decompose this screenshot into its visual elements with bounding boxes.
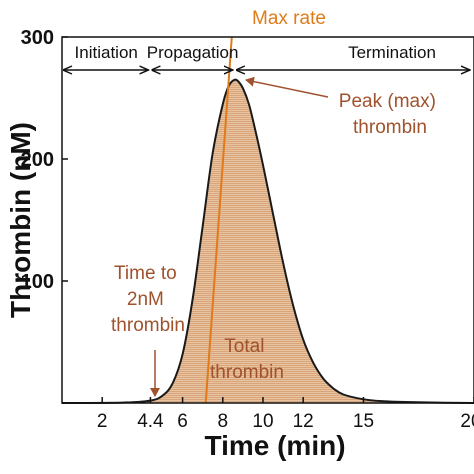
peak-pointer <box>245 76 329 98</box>
phase-label: Initiation <box>75 43 138 62</box>
phase-label: Termination <box>348 43 436 62</box>
total-thrombin-area <box>62 79 474 404</box>
y-axis-title: Thrombin (nM) <box>5 122 36 318</box>
peak-label: Peak (max) thrombin <box>339 91 441 138</box>
max-rate-label: Max rate <box>252 8 326 29</box>
x-tick-label: 12 <box>293 411 314 432</box>
x-tick-label: 2 <box>97 411 108 432</box>
x-tick-label: 6 <box>177 411 188 432</box>
plot-frame <box>61 36 474 404</box>
x-tick-label: 4.4 <box>137 411 164 432</box>
y-axis: 100 200 300 <box>21 27 68 293</box>
x-axis: 2 4.4 6 8 10 12 15 20 <box>97 397 474 432</box>
thrombin-curve <box>61 78 474 404</box>
y-tick-label: 100 <box>21 271 54 293</box>
phase-bar: Initiation Propagation Termination <box>64 43 470 70</box>
x-tick-label: 8 <box>217 411 228 432</box>
y-tick-label: 200 <box>21 149 54 171</box>
total-thrombin-label: Total thrombin <box>210 336 284 383</box>
x-tick-label: 20 <box>460 411 474 432</box>
phase-label: Propagation <box>147 43 239 62</box>
x-tick-label: 15 <box>353 411 374 432</box>
y-tick-label: 300 <box>21 27 54 49</box>
time-to-2nm-label: Time to 2nM thrombin <box>111 263 185 336</box>
x-tick-label: 10 <box>252 411 273 432</box>
x-axis-title: Time (min) <box>204 430 345 461</box>
